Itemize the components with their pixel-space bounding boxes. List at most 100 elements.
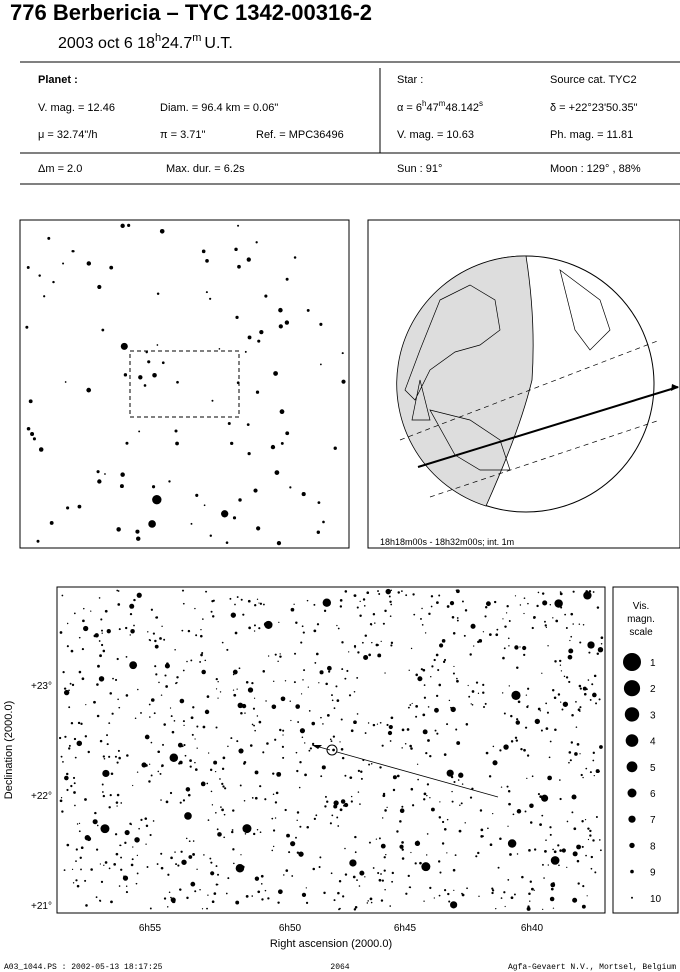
star	[124, 841, 127, 845]
star	[500, 897, 503, 899]
star	[456, 677, 458, 680]
star	[101, 632, 103, 634]
star	[274, 470, 280, 475]
star	[230, 441, 234, 446]
star	[522, 645, 527, 651]
star	[323, 609, 327, 613]
star	[587, 679, 590, 681]
star	[571, 714, 574, 717]
globe-caption: 18h18m00s - 18h32m00s; int. 1m	[380, 537, 514, 547]
star	[493, 600, 497, 604]
star	[526, 754, 530, 757]
star	[216, 828, 219, 831]
star	[259, 831, 262, 834]
shadow-path	[417, 386, 679, 468]
star	[350, 795, 353, 798]
star	[165, 685, 168, 688]
star	[390, 641, 394, 645]
star	[372, 613, 376, 616]
minutes: 24.7	[161, 35, 192, 52]
star	[469, 653, 472, 656]
star	[499, 837, 502, 840]
star	[90, 610, 92, 612]
star	[130, 629, 135, 634]
star	[306, 825, 309, 829]
star	[328, 670, 331, 673]
star	[344, 677, 347, 680]
star	[205, 259, 209, 263]
star	[234, 247, 238, 252]
star	[308, 749, 311, 752]
star	[106, 734, 108, 737]
star	[318, 866, 321, 869]
star	[129, 661, 138, 670]
star	[383, 869, 386, 872]
star	[138, 827, 140, 830]
star	[376, 723, 379, 725]
star	[232, 689, 235, 691]
star	[303, 669, 306, 672]
star	[300, 693, 303, 695]
star	[337, 627, 340, 630]
star	[109, 794, 112, 797]
star	[109, 692, 112, 695]
star	[567, 654, 573, 660]
star	[295, 621, 298, 624]
star	[503, 891, 506, 894]
star	[422, 729, 428, 735]
star	[288, 851, 291, 854]
star	[183, 743, 186, 747]
star	[410, 647, 413, 650]
star	[559, 849, 562, 852]
star	[93, 634, 97, 638]
star	[254, 604, 257, 607]
star	[277, 901, 280, 904]
ra-part: m	[439, 99, 446, 108]
star	[587, 838, 590, 841]
star	[534, 718, 540, 725]
star	[568, 751, 572, 754]
star	[190, 522, 193, 525]
star	[415, 715, 418, 718]
star	[175, 441, 179, 446]
star	[221, 808, 224, 812]
star	[523, 612, 525, 615]
star	[319, 670, 324, 675]
star	[222, 756, 226, 760]
scale-magnitude: 7	[650, 815, 656, 826]
star	[143, 384, 147, 387]
star	[319, 856, 322, 859]
scale-dot	[628, 815, 636, 823]
star	[322, 520, 325, 524]
star	[524, 726, 528, 729]
star	[116, 761, 119, 764]
star	[103, 864, 105, 866]
star	[576, 859, 580, 863]
star	[80, 846, 84, 850]
scale-dot	[627, 788, 637, 798]
star	[215, 811, 217, 814]
star	[38, 447, 44, 452]
star	[298, 786, 301, 789]
star	[539, 823, 542, 827]
star	[384, 809, 387, 812]
star	[232, 809, 235, 812]
star	[599, 745, 603, 749]
star	[575, 726, 578, 728]
star	[383, 856, 386, 859]
star	[360, 770, 363, 773]
star	[260, 883, 263, 885]
star	[200, 628, 202, 631]
star	[249, 744, 253, 747]
footer-credit: Agfa-Gevaert N.V., Mortsel, Belgium	[508, 963, 676, 972]
star	[245, 680, 249, 684]
star	[160, 866, 164, 870]
star	[409, 704, 412, 706]
star	[233, 693, 237, 697]
star	[380, 899, 384, 902]
star	[439, 801, 441, 803]
star	[370, 901, 373, 904]
star	[161, 764, 164, 767]
star	[179, 698, 185, 704]
star	[384, 888, 386, 891]
